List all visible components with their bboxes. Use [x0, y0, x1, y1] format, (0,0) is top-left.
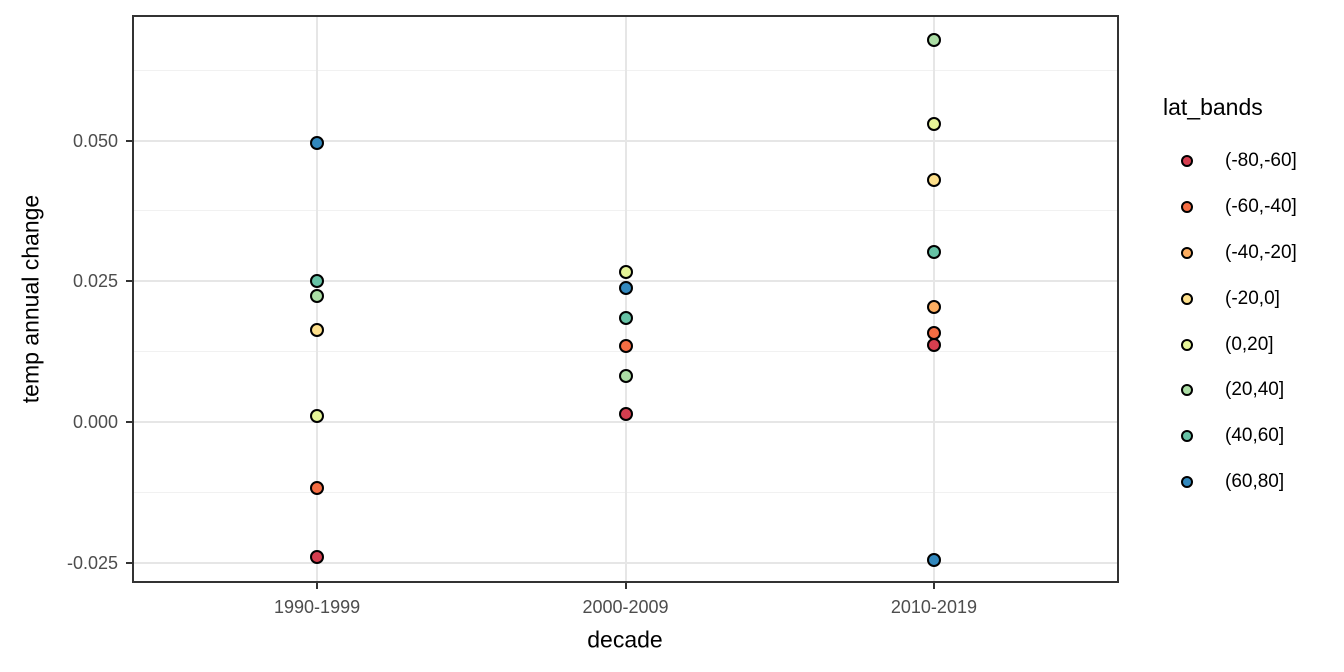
y-tick-label: 0.000 — [72, 412, 118, 432]
x-axis-title: decade — [587, 626, 663, 653]
data-point — [618, 310, 633, 325]
data-point — [926, 172, 941, 187]
legend-label: (-60,-40] — [1225, 195, 1297, 217]
data-point — [310, 480, 325, 495]
legend-item: (-20,0] — [1163, 276, 1297, 322]
legend-label: (40,60] — [1225, 425, 1285, 447]
x-tick-mark — [316, 583, 319, 589]
data-point — [618, 339, 633, 353]
legend-label: (-20,0] — [1225, 287, 1280, 309]
legend-key-dot — [1181, 476, 1193, 489]
y-tick-mark — [126, 421, 132, 423]
legend-item: (0,20] — [1163, 322, 1297, 368]
y-tick-label: 0.025 — [72, 271, 118, 292]
legend-key-dot — [1181, 430, 1193, 443]
data-point — [926, 326, 941, 341]
x-tick-label: 1990-1999 — [274, 597, 361, 617]
legend-item: (20,40] — [1163, 367, 1297, 413]
data-point — [310, 136, 325, 151]
data-point — [310, 550, 325, 565]
data-point — [618, 368, 633, 383]
y-tick-mark — [126, 280, 132, 283]
plot-panel-border — [132, 15, 1119, 583]
legend-label: (0,20] — [1225, 333, 1274, 355]
data-point — [618, 265, 633, 280]
legend-label: (-40,-20] — [1225, 241, 1297, 263]
legend-key-dot — [1181, 154, 1193, 167]
legend-item: (-80,-60] — [1163, 138, 1297, 184]
data-point — [926, 300, 941, 315]
legend-label: (-80,-60] — [1225, 149, 1297, 171]
x-tick-label: 2010-2019 — [890, 597, 977, 617]
legend-key-dot — [1181, 200, 1193, 213]
data-point — [926, 117, 941, 132]
legend-item: (40,60] — [1163, 413, 1297, 459]
data-point — [310, 323, 325, 338]
legend-item: (60,80] — [1163, 459, 1297, 505]
legend-key-dot — [1181, 292, 1193, 305]
y-axis-title: temp annual change — [17, 194, 44, 404]
legend-key-dot — [1181, 246, 1193, 259]
legend-title: lat_bands — [1163, 94, 1263, 120]
legend: (-80,-60] (-60,-40] (-40,-20] (-20,0] (0,20]… — [1163, 138, 1297, 505]
data-point — [926, 244, 941, 259]
x-major-gridline — [932, 15, 935, 583]
data-point — [310, 288, 325, 303]
y-tick-label: -0.025 — [66, 552, 118, 573]
data-point — [618, 407, 633, 422]
legend-label: (20,40] — [1225, 379, 1285, 401]
data-point — [926, 552, 941, 567]
x-tick-label: 2000-2009 — [582, 597, 669, 617]
x-tick-mark — [624, 583, 627, 589]
legend-item: (-40,-20] — [1163, 230, 1297, 276]
legend-label: (60,80] — [1225, 471, 1285, 493]
data-point — [310, 409, 325, 424]
x-major-gridline — [624, 15, 627, 583]
legend-key-dot — [1181, 338, 1193, 351]
legend-key-dot — [1181, 384, 1193, 397]
y-tick-mark — [126, 561, 132, 564]
legend-item: (-60,-40] — [1163, 184, 1297, 230]
x-tick-mark — [932, 583, 935, 589]
data-point — [618, 281, 633, 296]
y-tick-mark — [126, 139, 132, 142]
data-point — [310, 274, 325, 289]
data-point — [926, 33, 941, 48]
y-tick-label: 0.050 — [72, 130, 118, 151]
